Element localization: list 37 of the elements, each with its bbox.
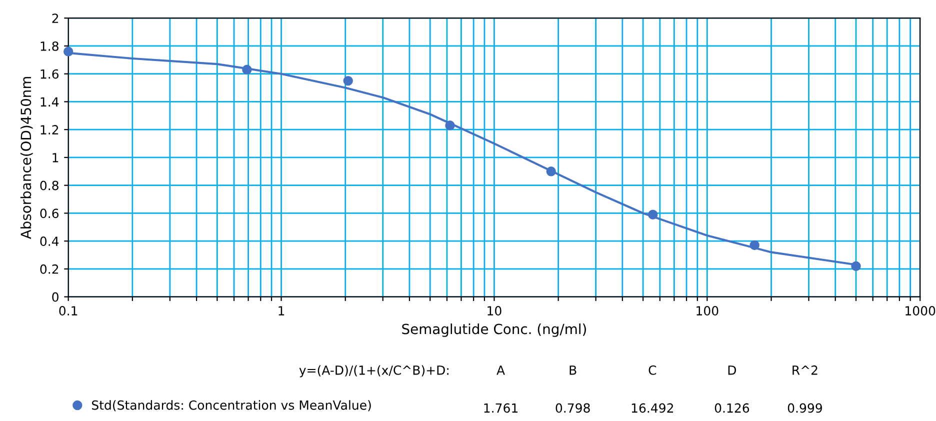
y-tick-label: 1.4 — [40, 97, 59, 106]
text: y=(A-D)/(1+(x/C^B)+D: — [299, 365, 448, 378]
text: 0.798 — [556, 403, 590, 413]
text: 0.126 — [714, 403, 750, 413]
y-tick-label: 0.8 — [40, 180, 58, 190]
x-axis-title: Semaglutide Conc. (ng/ml) — [402, 323, 586, 337]
y-tick-label: 1.8 — [40, 41, 58, 51]
text: A — [496, 366, 505, 375]
y-tick-label: 0.2 — [40, 264, 58, 274]
x-tick-label: 1 — [278, 306, 284, 316]
y-tick-label: 1.6 — [40, 69, 59, 79]
text: B — [570, 366, 576, 375]
y-axis-title: Absorbance(OD)450nm — [20, 76, 33, 240]
y-tick-label: 2 — [52, 14, 58, 23]
x-tick-label: 100 — [696, 306, 718, 316]
point — [750, 240, 760, 250]
x-tick-label: 0.1 — [59, 306, 78, 316]
legend-label: Std(Standards: Concentration vs MeanValue) — [92, 400, 371, 412]
point — [546, 166, 556, 176]
y-tick-label: 1.2 — [40, 125, 58, 134]
y-tick-label: 1 — [52, 153, 58, 162]
x-tick-label: 1000 — [906, 306, 936, 316]
point — [242, 64, 252, 75]
text: R^2 — [792, 365, 818, 375]
y-tick-label: 0.4 — [40, 236, 59, 246]
text: 0.999 — [788, 403, 822, 413]
text: 1.761 — [484, 403, 518, 413]
text: C — [648, 365, 656, 375]
point — [343, 76, 353, 86]
text: 16.492 — [632, 403, 674, 413]
point — [648, 210, 658, 220]
point — [851, 261, 861, 272]
text: D — [728, 366, 736, 375]
x-tick-label: 10 — [488, 306, 502, 316]
point — [445, 120, 455, 130]
y-tick-label: 0.6 — [40, 208, 59, 218]
y-tick-label: 0 — [52, 292, 58, 302]
